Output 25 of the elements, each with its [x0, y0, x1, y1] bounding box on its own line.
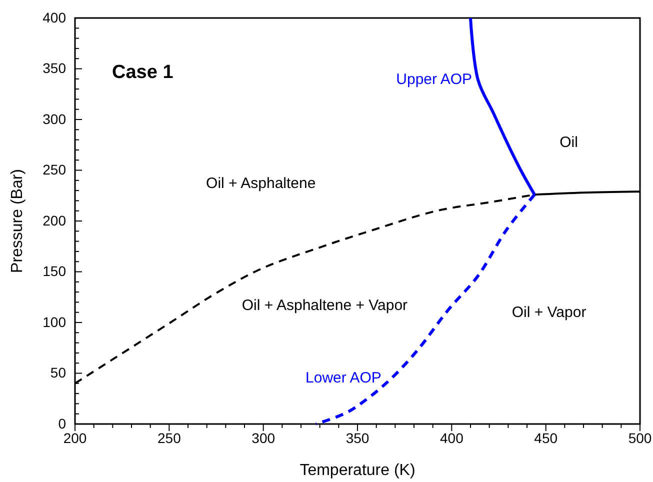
annotation: Oil + Asphaltene [206, 175, 316, 192]
series-label: Upper AOP [396, 70, 472, 88]
y-tick-label: 150 [42, 263, 66, 280]
x-tick-label: 250 [157, 430, 182, 446]
y-tick-label: 400 [42, 9, 66, 26]
y-tick-label: 0 [58, 415, 66, 432]
x-tick-label: 400 [440, 430, 464, 446]
y-tick-label: 50 [50, 364, 66, 381]
x-tick-label: 500 [628, 430, 652, 446]
y-tick-label: 350 [42, 60, 66, 76]
x-axis-title: Temperature (K) [300, 462, 416, 479]
series-label: Lower AOP [306, 369, 382, 386]
x-tick-label: 300 [252, 430, 276, 446]
annotation: Oil [560, 134, 578, 152]
x-tick-label: 450 [534, 430, 558, 446]
y-axis-title: Pressure (Bar) [9, 168, 26, 274]
text: Case 1 [112, 62, 174, 83]
x-tick-label: 200 [63, 430, 87, 446]
y-tick-label: 100 [42, 314, 66, 330]
y-tick-label: 200 [42, 212, 66, 228]
y-tick-label: 300 [42, 110, 66, 127]
y-tick-label: 250 [42, 162, 66, 178]
annotation: Oil + Vapor [512, 304, 586, 322]
annotation: Oil + Asphaltene + Vapor [242, 296, 408, 314]
x-tick-label: 350 [346, 430, 370, 446]
